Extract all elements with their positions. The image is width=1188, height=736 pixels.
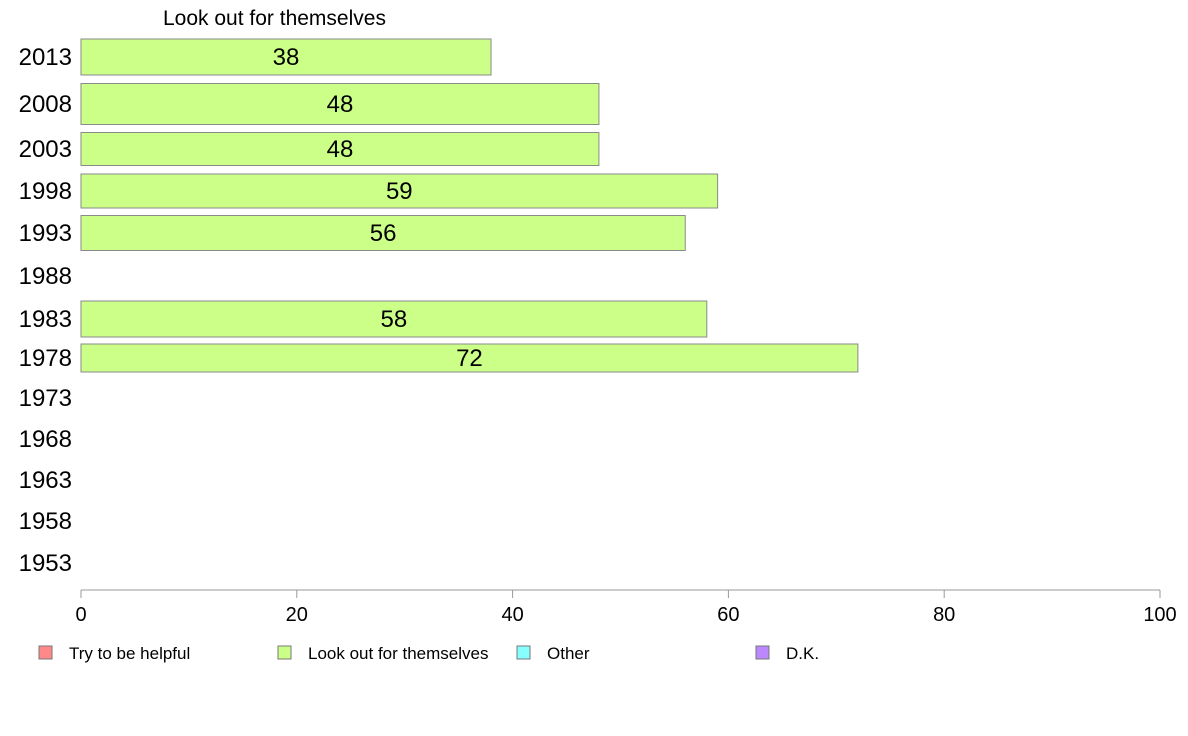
bar	[80, 300, 708, 338]
bar	[80, 83, 600, 125]
category-label: 1968	[19, 426, 72, 453]
category-label: 1988	[19, 263, 72, 290]
data-label: 72	[456, 345, 483, 372]
category-label: 1963	[19, 467, 72, 494]
legend-label: Look out for themselves	[308, 644, 488, 663]
legend-item: Try to be helpful	[38, 644, 190, 663]
category-label: 1998	[19, 178, 72, 205]
bar	[80, 173, 719, 209]
category-label: 2008	[19, 91, 72, 118]
bars	[80, 38, 859, 373]
bar	[80, 38, 492, 76]
legend-swatch	[516, 645, 531, 660]
category-label: 1958	[19, 508, 72, 535]
legend-swatch	[755, 645, 770, 660]
category-label: 2013	[19, 44, 72, 71]
bar	[80, 215, 686, 251]
category-labels: 2013 2008 2003 1998 1993 1988 1983 1978 1973 1968…	[19, 44, 72, 577]
x-axis: 0 20 40 60 80 100	[75, 589, 1177, 626]
x-tick-label: 60	[717, 604, 739, 626]
bar	[80, 343, 859, 373]
data-label: 58	[381, 306, 408, 333]
data-label: 59	[386, 178, 413, 205]
bar	[80, 132, 600, 166]
legend-item: D.K.	[755, 644, 819, 663]
data-label: 38	[273, 44, 300, 71]
x-tick-label: 20	[286, 604, 308, 626]
x-tick-label: 100	[1143, 604, 1176, 626]
x-tick-label: 0	[75, 604, 86, 626]
legend-item: Look out for themselves	[277, 644, 488, 663]
data-labels: 38 48 48 59 56 58 72	[273, 44, 483, 372]
category-label: 1973	[19, 385, 72, 412]
chart-title: Look out for themselves	[163, 7, 386, 30]
category-label: 2003	[19, 136, 72, 163]
legend-swatch	[38, 645, 53, 660]
legend-label: Other	[547, 644, 590, 663]
x-tick-label: 40	[501, 604, 523, 626]
data-label: 56	[370, 220, 397, 247]
category-label: 1978	[19, 345, 72, 372]
category-label: 1953	[19, 550, 72, 577]
x-tick-label: 80	[933, 604, 955, 626]
data-label: 48	[327, 136, 354, 163]
legend: Try to be helpful Look out for themselves…	[38, 644, 819, 663]
legend-swatch	[277, 645, 292, 660]
category-label: 1993	[19, 220, 72, 247]
category-label: 1983	[19, 306, 72, 333]
legend-item: Other	[516, 644, 590, 663]
legend-label: D.K.	[786, 644, 819, 663]
legend-label: Try to be helpful	[69, 644, 190, 663]
data-label: 48	[327, 91, 354, 118]
